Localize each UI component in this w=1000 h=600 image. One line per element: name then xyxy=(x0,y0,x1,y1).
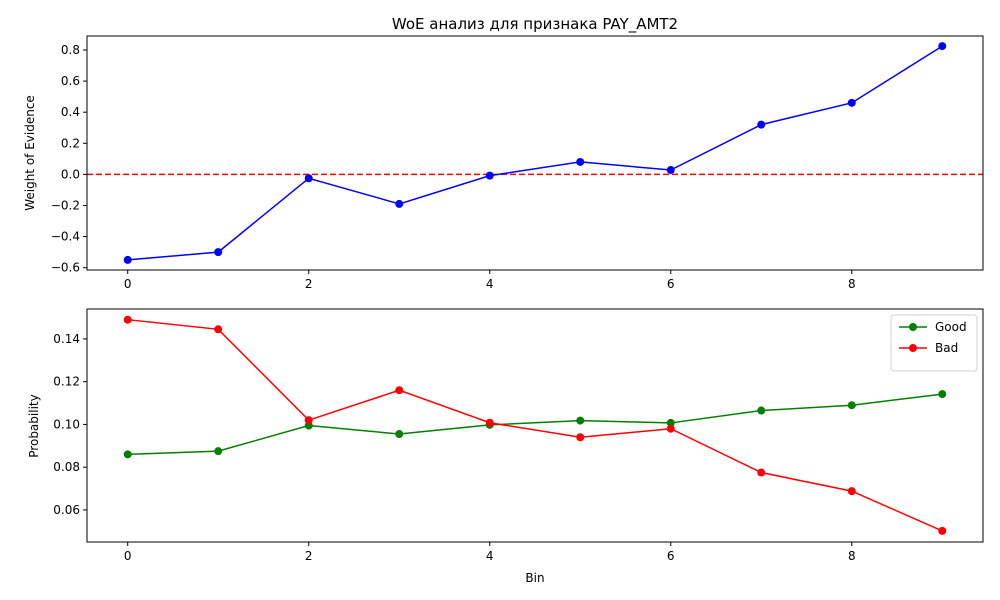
x-tick-label: 0 xyxy=(124,549,132,563)
data-point-woe-8 xyxy=(847,98,856,107)
y-tick-label: 0.14 xyxy=(53,332,80,346)
legend: Good Bad xyxy=(890,314,978,372)
woe-chart-title: WoE анализ для признака PAY_AMT2 xyxy=(392,15,678,34)
y-tick-label: 0.6 xyxy=(61,74,80,88)
y-tick-label: 0.4 xyxy=(61,105,80,119)
x-tick-label: 0 xyxy=(124,277,132,291)
y-tick-label: −0.2 xyxy=(51,198,80,212)
probability-y-axis-label: Probability xyxy=(27,394,41,457)
x-tick-label: 2 xyxy=(305,277,313,291)
data-point-good-7 xyxy=(757,406,766,415)
data-point-good-3 xyxy=(395,430,404,439)
data-point-woe-4 xyxy=(485,171,494,180)
y-tick-label: 0.08 xyxy=(53,460,80,474)
y-tick-label: 0.0 xyxy=(61,167,80,181)
x-tick-label: 6 xyxy=(667,549,675,563)
series-line-bad xyxy=(127,318,943,532)
series-line-good xyxy=(127,393,943,456)
x-tick-label: 2 xyxy=(305,549,313,563)
data-point-bad-2 xyxy=(304,416,313,425)
data-point-bad-4 xyxy=(485,418,494,427)
y-tick-label: −0.6 xyxy=(51,261,80,275)
data-point-woe-6 xyxy=(666,166,675,175)
woe-y-axis-label: Weight of Evidence xyxy=(23,95,37,211)
woe-plot-area: 0 2 4 6 8 −0.6 −0.4 −0.2 0.0 0.2 0.4 0.6 0.8 xyxy=(51,35,984,291)
data-point-woe-7 xyxy=(757,120,766,129)
data-point-good-6 xyxy=(666,418,675,427)
x-tick-label: 8 xyxy=(848,277,856,291)
data-point-good-8 xyxy=(847,401,856,410)
data-point-bad-5 xyxy=(576,433,585,442)
x-tick-label: 8 xyxy=(848,549,856,563)
y-tick-label: 0.06 xyxy=(53,503,80,517)
data-point-bad-8 xyxy=(847,487,856,496)
data-point-bad-7 xyxy=(757,468,766,477)
x-tick-label: 4 xyxy=(486,549,494,563)
woe-panel: WoE анализ для признака PAY_AMT2 Weight … xyxy=(23,15,984,291)
x-tick-label: 6 xyxy=(667,277,675,291)
axes-frame xyxy=(86,308,984,543)
legend-swatch-marker xyxy=(909,344,917,352)
data-point-woe-2 xyxy=(304,174,313,183)
x-tick-label: 4 xyxy=(486,277,494,291)
data-point-bad-1 xyxy=(214,325,223,334)
data-point-good-9 xyxy=(938,390,947,399)
y-tick-label: −0.4 xyxy=(51,230,80,244)
data-point-good-1 xyxy=(214,447,223,456)
y-tick-label: 0.8 xyxy=(61,43,80,57)
data-point-woe-5 xyxy=(576,157,585,166)
legend-label-bad: Bad xyxy=(935,341,958,355)
probability-x-axis-label: Bin xyxy=(525,571,544,585)
data-point-woe-1 xyxy=(214,248,223,257)
y-tick-label: 0.2 xyxy=(61,136,80,150)
legend-label-good: Good xyxy=(935,320,967,334)
data-point-good-5 xyxy=(576,416,585,425)
y-tick-label: 0.12 xyxy=(53,375,80,389)
axes-frame xyxy=(86,35,984,271)
data-point-woe-9 xyxy=(938,42,947,51)
data-point-bad-6 xyxy=(666,424,675,433)
y-tick-label: 0.10 xyxy=(53,417,80,431)
data-point-woe-3 xyxy=(395,199,404,208)
probability-panel: Probability Bin 0 2 4 6 8 0.06 0.08 0.10 0.12 0.1… xyxy=(27,308,984,585)
data-point-bad-3 xyxy=(395,386,404,395)
data-point-bad-0 xyxy=(123,315,132,324)
data-point-woe-0 xyxy=(123,255,132,264)
data-point-bad-9 xyxy=(938,526,947,535)
data-point-good-0 xyxy=(123,450,132,459)
legend-swatch-marker xyxy=(909,323,917,331)
series-line-woe xyxy=(127,45,943,261)
probability-plot-area: 0 2 4 6 8 0.06 0.08 0.10 0.12 0.14 Good Bad xyxy=(53,308,984,563)
